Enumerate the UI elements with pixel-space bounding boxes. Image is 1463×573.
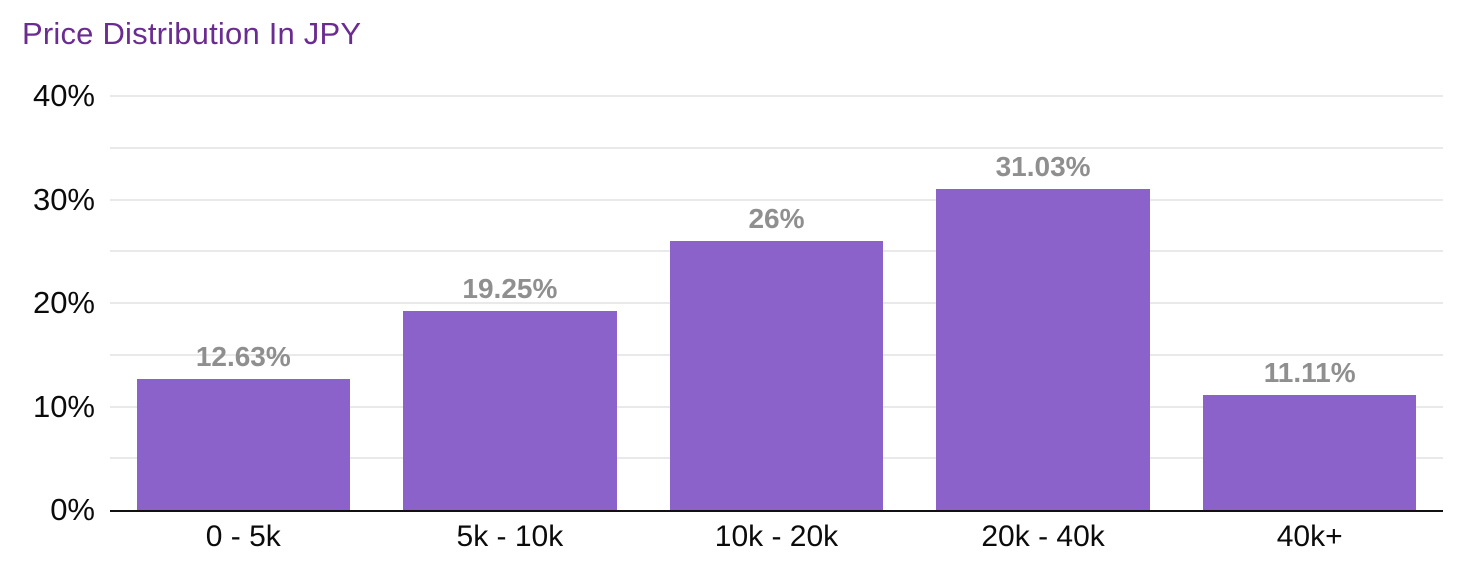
y-tick-label: 10%: [32, 388, 95, 424]
chart-title: Price Distribution In JPY: [22, 16, 362, 51]
y-tick-label: 20%: [32, 285, 95, 320]
bar[interactable]: [403, 310, 617, 510]
bar-value-label: 11.11%: [1263, 357, 1356, 389]
bar[interactable]: [669, 240, 884, 510]
bar-group: 11.11%: [1176, 96, 1443, 510]
x-tick-label: 0 - 5k: [205, 520, 281, 553]
y-tick-label: 0%: [50, 492, 95, 527]
bar-group: 19.25%: [377, 96, 644, 510]
gridline: [110, 95, 1443, 97]
bar-value-label: 31.03%: [995, 150, 1091, 182]
bar-group: 26%: [643, 96, 910, 510]
bar-value-label: 19.25%: [462, 272, 558, 304]
bar-value-label: 26%: [748, 202, 805, 234]
x-tick-label: 40k+: [1276, 520, 1343, 553]
x-tick-label: 5k - 10k: [456, 520, 564, 553]
x-axis: 0 - 5k 5k - 10k 10k - 20k 20k - 40k 40k+: [110, 518, 1443, 560]
gridline: [110, 198, 1443, 201]
x-axis-line: [110, 510, 1443, 512]
plot-area: 12.63% 19.25% 26% 31.03% 11.11%: [110, 95, 1443, 512]
bar[interactable]: [1203, 395, 1417, 510]
y-tick-label: 40%: [32, 78, 95, 113]
bar-value-label: 12.63%: [195, 341, 291, 373]
bar[interactable]: [136, 379, 350, 510]
bar-group: 12.63%: [110, 96, 377, 510]
y-axis: 0% 10% 20% 30% 40%: [0, 78, 95, 527]
y-tick-label: 30%: [32, 181, 95, 217]
gridline: [110, 146, 1443, 149]
x-tick-label: 10k - 20k: [714, 520, 839, 553]
x-tick-label: 20k - 40k: [981, 520, 1105, 553]
bar-group: 31.03%: [910, 96, 1177, 510]
bar[interactable]: [936, 188, 1150, 510]
